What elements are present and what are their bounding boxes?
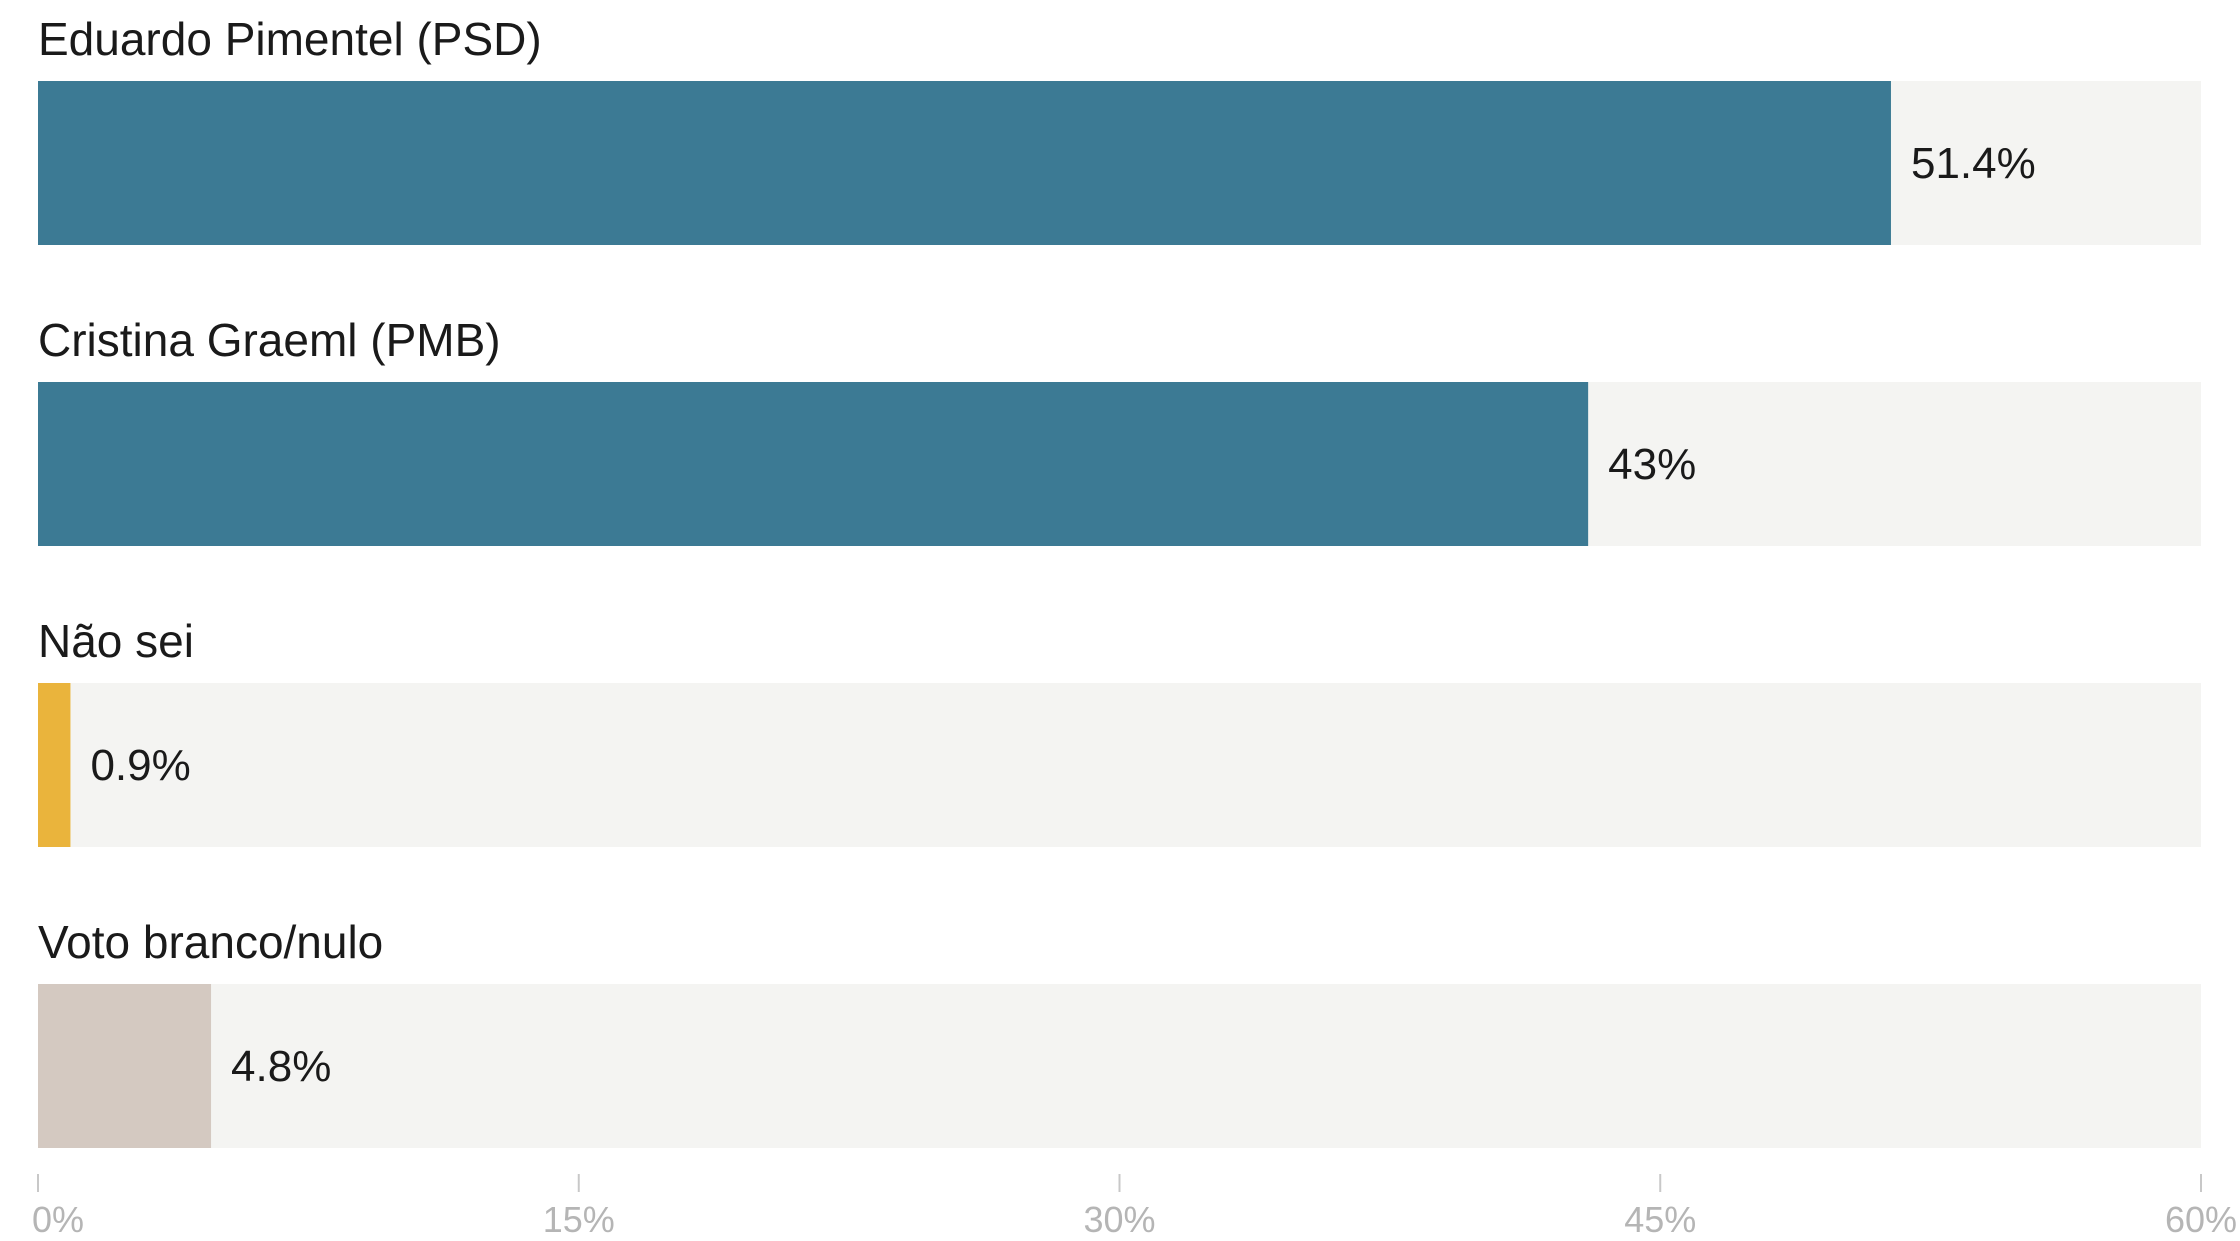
category-label: Voto branco/nulo xyxy=(38,916,383,968)
value-label: 4.8% xyxy=(231,1042,331,1091)
bar xyxy=(38,984,212,1148)
bar-track xyxy=(38,683,2201,847)
bar xyxy=(38,382,1589,546)
value-label: 43% xyxy=(1608,440,1696,489)
bar-row: Voto branco/nulo 4.8% xyxy=(38,916,2201,1148)
x-tick-label: 30% xyxy=(1083,1199,1155,1236)
category-label: Eduardo Pimentel (PSD) xyxy=(38,13,542,65)
x-tick-label: 15% xyxy=(543,1199,615,1236)
x-tick-label: 45% xyxy=(1624,1199,1696,1236)
x-tick-label: 60% xyxy=(2165,1199,2237,1236)
bar-track xyxy=(38,984,2201,1148)
bar-row: Cristina Graeml (PMB) 43% xyxy=(38,314,2201,546)
category-label: Cristina Graeml (PMB) xyxy=(38,314,501,366)
bar-row: Não sei 0.9% xyxy=(38,615,2201,847)
x-axis: 0% 15% 30% 45% 60% xyxy=(32,1174,2237,1240)
x-tick-label: 0% xyxy=(32,1199,84,1236)
value-label: 0.9% xyxy=(90,741,190,790)
bar xyxy=(38,81,1891,245)
category-label: Não sei xyxy=(38,615,194,667)
value-label: 51.4% xyxy=(1911,139,2036,188)
bar xyxy=(38,683,71,847)
bar-row: Eduardo Pimentel (PSD) 51.4% xyxy=(38,13,2201,245)
